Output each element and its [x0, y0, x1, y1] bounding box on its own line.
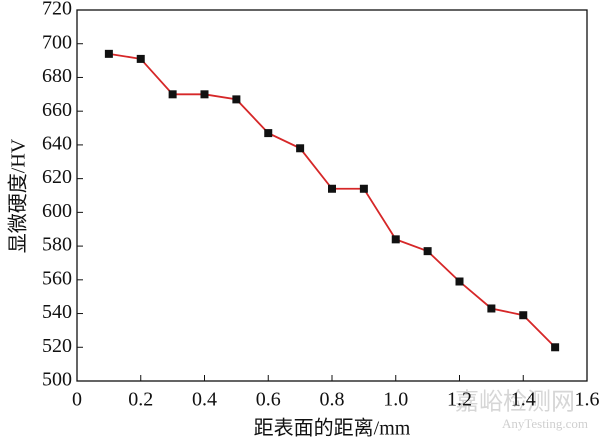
y-tick-label: 600	[42, 200, 72, 222]
watermark-sub: AnyTesting.com	[502, 416, 588, 431]
point-marker	[296, 144, 305, 153]
point-marker	[455, 277, 464, 286]
y-tick-label: 720	[42, 0, 72, 20]
x-tick-label: 0	[72, 389, 82, 411]
y-tick-label: 640	[42, 133, 72, 155]
x-tick-label: 1.2	[447, 389, 472, 411]
point-marker	[487, 304, 496, 313]
y-tick-label: 620	[42, 166, 72, 188]
point-marker	[391, 235, 400, 244]
point-marker	[519, 311, 528, 320]
x-tick-label: 0.8	[320, 389, 345, 411]
y-tick-label: 520	[42, 335, 72, 357]
x-tick-label: 1.0	[383, 389, 408, 411]
point-marker	[232, 95, 241, 104]
y-tick-label: 580	[42, 234, 72, 256]
x-tick-label: 0.6	[256, 389, 281, 411]
x-tick-label: 1.6	[575, 389, 600, 411]
y-axis-label: 显微硬度/HV	[7, 138, 30, 253]
point-marker	[359, 184, 368, 193]
point-marker	[328, 184, 336, 193]
plot-frame	[76, 9, 588, 382]
point-marker	[551, 343, 560, 352]
x-tick-label: 0.4	[192, 389, 217, 411]
y-tick-label: 500	[42, 369, 72, 391]
point-marker	[136, 54, 145, 63]
point-marker	[104, 49, 113, 58]
y-tick-label: 680	[42, 65, 72, 87]
watermark: 嘉峪检测网	[455, 389, 575, 416]
point-marker	[168, 90, 177, 99]
y-tick-label: 560	[42, 267, 72, 289]
x-tick-label: 0.2	[128, 389, 153, 411]
point-marker	[264, 129, 273, 138]
y-tick-label: 660	[42, 99, 72, 121]
y-tick-label: 540	[42, 301, 72, 323]
x-axis-label: 距表面的距离/mm	[254, 417, 411, 440]
point-marker	[200, 90, 209, 99]
y-tick-label: 700	[42, 31, 72, 53]
x-tick-label: 1.4	[511, 389, 536, 411]
point-marker	[423, 247, 432, 256]
